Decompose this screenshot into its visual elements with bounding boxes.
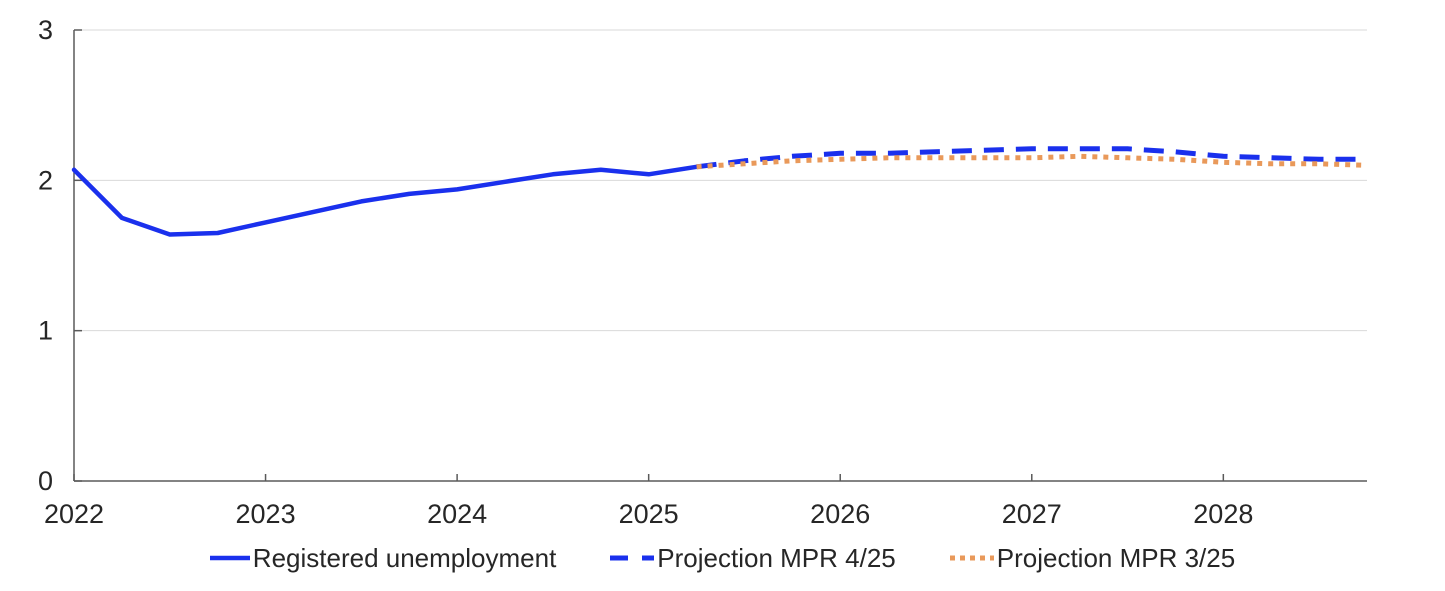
svg-text:2028: 2028 — [1193, 499, 1253, 529]
svg-text:2026: 2026 — [810, 499, 870, 529]
dotted-line-icon — [949, 555, 994, 561]
legend-label-registered-unemployment: Registered unemployment — [252, 543, 557, 573]
legend-item-projection-mpr-4-25[interactable]: Projection MPR 4/25 — [610, 543, 896, 573]
plot-area: 0 1 2 3 2022 2023 2024 2025 2026 2027 2028 — [38, 15, 1368, 529]
svg-text:2024: 2024 — [427, 499, 487, 529]
solid-line-icon — [209, 555, 250, 561]
svg-text:2022: 2022 — [44, 499, 104, 529]
svg-text:2027: 2027 — [1002, 499, 1062, 529]
svg-text:2025: 2025 — [619, 499, 679, 529]
legend-label-projection-mpr-3-25: Projection MPR 3/25 — [996, 543, 1236, 573]
svg-text:2023: 2023 — [236, 499, 296, 529]
svg-text:0: 0 — [38, 466, 53, 496]
legend-label-projection-mpr-4-25: Projection MPR 4/25 — [657, 543, 896, 573]
chart-legend: Registered unemployment Projection MPR 4… — [0, 544, 1445, 572]
svg-text:2: 2 — [38, 165, 53, 195]
svg-text:1: 1 — [38, 316, 53, 346]
legend-item-registered-unemployment[interactable]: Registered unemployment — [209, 543, 557, 573]
dashed-line-icon — [610, 555, 655, 561]
svg-text:3: 3 — [38, 15, 53, 45]
legend-item-projection-mpr-3-25[interactable]: Projection MPR 3/25 — [949, 543, 1236, 573]
